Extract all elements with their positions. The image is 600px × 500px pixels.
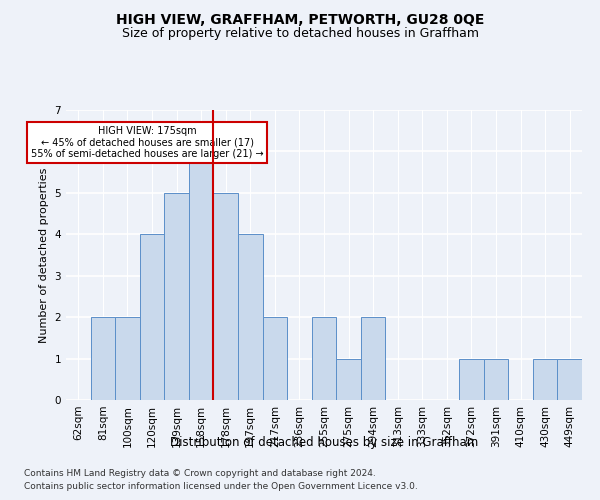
Bar [484,358,508,400]
Bar [336,358,361,400]
Bar [263,317,287,400]
Text: HIGH VIEW: 175sqm
← 45% of detached houses are smaller (17)
55% of semi-detached: HIGH VIEW: 175sqm ← 45% of detached hous… [31,126,263,159]
Text: HIGH VIEW, GRAFFHAM, PETWORTH, GU28 0QE: HIGH VIEW, GRAFFHAM, PETWORTH, GU28 0QE [116,12,484,26]
Y-axis label: Number of detached properties: Number of detached properties [39,168,49,342]
Bar [115,317,140,400]
Text: Contains HM Land Registry data © Crown copyright and database right 2024.: Contains HM Land Registry data © Crown c… [24,468,376,477]
Bar [312,317,336,400]
Bar [459,358,484,400]
Bar [189,152,214,400]
Bar [164,193,189,400]
Bar [557,358,582,400]
Bar [238,234,263,400]
Text: Distribution of detached houses by size in Graffham: Distribution of detached houses by size … [170,436,478,449]
Bar [361,317,385,400]
Text: Contains public sector information licensed under the Open Government Licence v3: Contains public sector information licen… [24,482,418,491]
Bar [214,193,238,400]
Bar [533,358,557,400]
Text: Size of property relative to detached houses in Graffham: Size of property relative to detached ho… [121,28,479,40]
Bar [140,234,164,400]
Bar [91,317,115,400]
